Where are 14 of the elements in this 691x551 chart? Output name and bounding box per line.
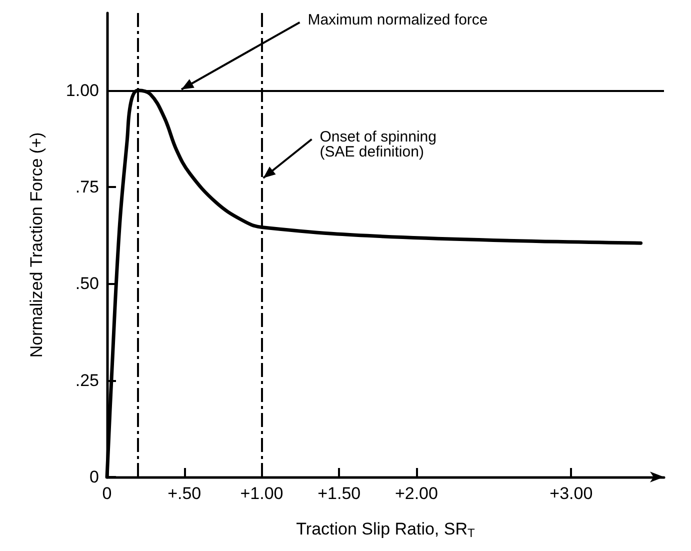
annotation: Onset of spinning (SAE definition) [320, 128, 436, 160]
y-tick-label: 1.00 [66, 80, 99, 100]
x-tick-label: 0 [102, 484, 112, 503]
y-tick-label: 0 [90, 468, 99, 486]
y-tick-label: .50 [75, 274, 99, 294]
x-tick-label: +1.00 [240, 484, 284, 503]
x-tick-label: +1.50 [318, 484, 361, 503]
y-tick-label: .75 [75, 178, 99, 196]
annotation: Maximum normalized force [308, 11, 488, 28]
y-tick-label: .25 [75, 370, 99, 390]
x-tick-label: +3.00 [550, 484, 593, 503]
x-tick-label: +2.00 [394, 484, 438, 503]
x-tick-label: +.50 [168, 484, 202, 503]
y-axis-title: Normalized Traction Force (+) [27, 132, 46, 358]
